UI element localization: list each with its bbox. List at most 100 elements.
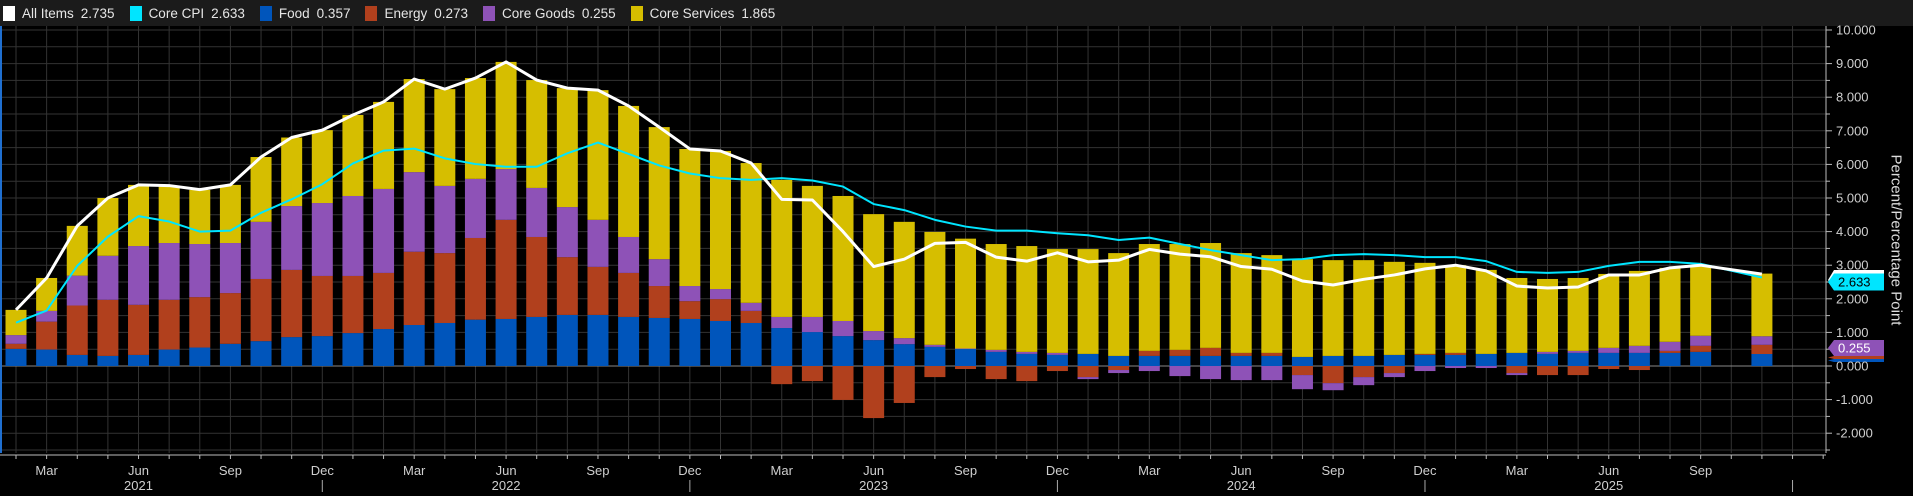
x-tick-label: Dec xyxy=(1413,463,1437,478)
bar-core-services xyxy=(1445,265,1467,353)
bar-food xyxy=(1659,352,1681,366)
x-tick-label: Jun xyxy=(1598,463,1619,478)
legend: All Items 2.735 Core CPI 2.633 Food 0.357 Ener… xyxy=(0,0,1913,26)
bar-core-goods xyxy=(1659,341,1681,351)
bar-core-services xyxy=(1261,255,1283,353)
bar-energy xyxy=(648,286,670,318)
legend-swatch xyxy=(365,5,378,21)
x-tick-label: Jun xyxy=(496,463,517,478)
bar-food xyxy=(1628,352,1650,366)
bar-core-services xyxy=(1169,244,1191,350)
y-tick-label: 2.000 xyxy=(1836,291,1869,306)
legend-value: 2.633 xyxy=(211,5,245,21)
bar-energy xyxy=(709,299,731,321)
legend-label: Core Services xyxy=(649,5,735,21)
bar-core-goods xyxy=(66,275,88,306)
bar-food xyxy=(1108,355,1130,366)
bar-food xyxy=(955,348,977,366)
year-label: 2025 xyxy=(1594,478,1623,493)
bar-energy xyxy=(1108,366,1130,371)
bar-energy xyxy=(1353,366,1375,378)
bar-food xyxy=(1445,354,1467,366)
legend-item-all-items: All Items 2.735 xyxy=(3,5,115,21)
bar-core-goods xyxy=(128,246,150,305)
bar-food xyxy=(618,316,640,366)
bar-food xyxy=(128,354,150,366)
x-tick-label: Jun xyxy=(1231,463,1252,478)
bar-core-services xyxy=(1506,277,1528,353)
bar-core-services xyxy=(924,231,946,345)
bar-food xyxy=(587,314,609,366)
bar-core-goods xyxy=(1291,375,1313,390)
bar-core-goods xyxy=(1261,366,1283,381)
legend-label: Core Goods xyxy=(502,5,575,21)
bar-energy xyxy=(1077,366,1099,378)
bar-food xyxy=(893,344,915,366)
bar-core-goods xyxy=(1046,352,1068,355)
bar-food xyxy=(158,349,180,366)
bar-food xyxy=(556,314,578,366)
bar-food xyxy=(97,355,119,366)
bar-core-services xyxy=(1046,249,1068,353)
bar-food xyxy=(1077,353,1099,366)
y-tick-label: 9.000 xyxy=(1836,56,1869,71)
bar-energy xyxy=(1261,352,1283,356)
bar-core-services xyxy=(342,115,364,196)
bar-food xyxy=(985,351,1007,366)
bar-core-services xyxy=(1016,246,1038,352)
bar-core-goods xyxy=(1016,351,1038,354)
bar-core-services xyxy=(955,238,977,349)
bar-energy xyxy=(1383,366,1405,374)
bar-core-goods xyxy=(250,221,272,279)
bar-energy xyxy=(832,366,854,400)
bar-food xyxy=(281,337,303,366)
bar-energy xyxy=(66,305,88,355)
bar-food xyxy=(1291,356,1313,366)
bar-core-services xyxy=(373,101,395,189)
legend-swatch xyxy=(630,5,643,21)
x-tick-label: Dec xyxy=(678,463,702,478)
bar-food xyxy=(832,336,854,366)
bar-food xyxy=(1200,355,1222,366)
bar-energy xyxy=(1659,350,1681,353)
bar-food xyxy=(219,343,241,366)
bar-core-services xyxy=(434,89,456,186)
bar-core-services xyxy=(219,184,241,244)
bar-food xyxy=(495,318,517,366)
x-tick-label: Sep xyxy=(1322,463,1345,478)
bar-core-services xyxy=(648,127,670,260)
bar-core-services xyxy=(556,88,578,208)
bar-food xyxy=(403,325,425,366)
bar-core-goods xyxy=(158,243,180,300)
bar-energy xyxy=(219,293,241,344)
y-tick-label: -2.000 xyxy=(1836,426,1873,441)
bar-core-services xyxy=(740,163,762,303)
year-label: 2024 xyxy=(1227,478,1256,493)
bar-core-services xyxy=(250,157,272,222)
bar-energy xyxy=(1169,349,1191,356)
bar-core-goods xyxy=(832,320,854,337)
bar-energy xyxy=(556,257,578,315)
legend-item-core-services: Core Services 1.865 xyxy=(630,5,776,21)
y-tick-label: 10.000 xyxy=(1836,23,1876,38)
bar-core-goods xyxy=(618,236,640,273)
bar-core-goods xyxy=(709,289,731,300)
bar-core-services xyxy=(1659,267,1681,342)
bar-core-services xyxy=(771,179,793,317)
bar-food xyxy=(1414,354,1436,366)
bar-core-goods xyxy=(373,188,395,273)
bar-core-goods xyxy=(1353,377,1375,386)
bar-core-services xyxy=(1322,260,1344,356)
legend-value: 1.865 xyxy=(741,5,776,21)
bar-energy xyxy=(740,310,762,323)
bar-core-services xyxy=(1567,277,1589,351)
bar-core-services xyxy=(832,195,854,321)
bar-food xyxy=(924,346,946,366)
x-tick-label: Dec xyxy=(311,463,335,478)
bar-energy xyxy=(924,366,946,378)
legend-swatch xyxy=(259,5,272,21)
bar-energy xyxy=(801,366,823,382)
bar-core-services xyxy=(36,277,58,311)
bar-core-services xyxy=(618,105,640,237)
